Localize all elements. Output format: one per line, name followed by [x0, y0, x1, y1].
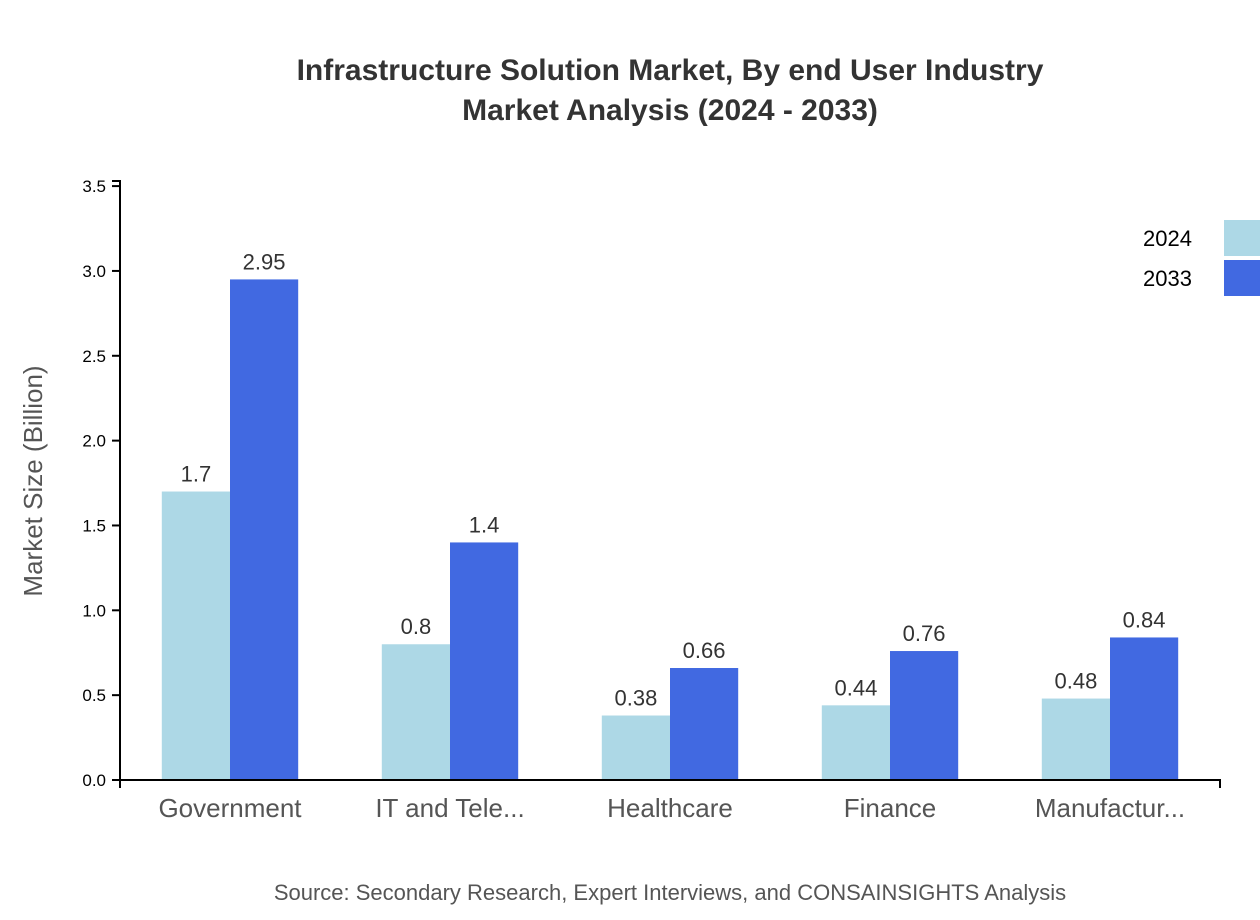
data-label: 0.66: [683, 638, 726, 663]
data-label: 0.48: [1054, 669, 1097, 694]
bar-2033-2: [670, 668, 739, 780]
x-tick-label: Finance: [844, 793, 937, 823]
y-tick-label: 3.5: [82, 177, 106, 196]
data-label: 1.7: [181, 462, 212, 487]
y-tick-label: 0.0: [82, 771, 106, 790]
data-label: 0.84: [1123, 607, 1166, 632]
bar-2033-0: [230, 279, 299, 780]
x-tick-label: Manufactur...: [1035, 793, 1185, 823]
chart-subtitle: Market Analysis (2024 - 2033): [462, 94, 878, 127]
x-tick-label: Government: [158, 793, 302, 823]
bar-2024-0: [161, 491, 230, 780]
data-label: 0.38: [614, 686, 657, 711]
legend-label: 2024: [1143, 226, 1192, 251]
data-label: 0.76: [903, 621, 946, 646]
legend-label: 2033: [1143, 266, 1192, 291]
data-label: 0.8: [401, 614, 432, 639]
bar-2024-2: [601, 715, 670, 780]
x-axis: [119, 779, 1221, 788]
data-label: 0.44: [834, 675, 877, 700]
chart-title: Infrastructure Solution Market, By end U…: [297, 54, 1044, 87]
bar-2024-1: [381, 644, 450, 780]
bar-2024-4: [1041, 698, 1110, 780]
y-tick-label: 0.5: [82, 686, 106, 705]
bar-2033-3: [890, 651, 959, 780]
bar-2033-4: [1110, 637, 1179, 780]
y-axis-label: Market Size (Billion): [18, 365, 48, 596]
y-tick-label: 1.5: [82, 516, 106, 535]
y-tick-label: 1.0: [82, 601, 106, 620]
data-label: 1.4: [469, 512, 500, 537]
bar-2033-1: [450, 542, 519, 780]
legend-swatch-2033: [1224, 260, 1260, 296]
bar-2024-3: [821, 705, 890, 780]
y-tick-label: 2.0: [82, 432, 106, 451]
x-tick-label: Healthcare: [607, 793, 733, 823]
legend-swatch-2024: [1224, 220, 1260, 256]
y-tick-label: 2.5: [82, 347, 106, 366]
source-note: Source: Secondary Research, Expert Inter…: [274, 880, 1066, 905]
data-label: 2.95: [243, 249, 286, 274]
x-tick-label: IT and Tele...: [375, 793, 524, 823]
y-tick-label: 3.0: [82, 262, 106, 281]
